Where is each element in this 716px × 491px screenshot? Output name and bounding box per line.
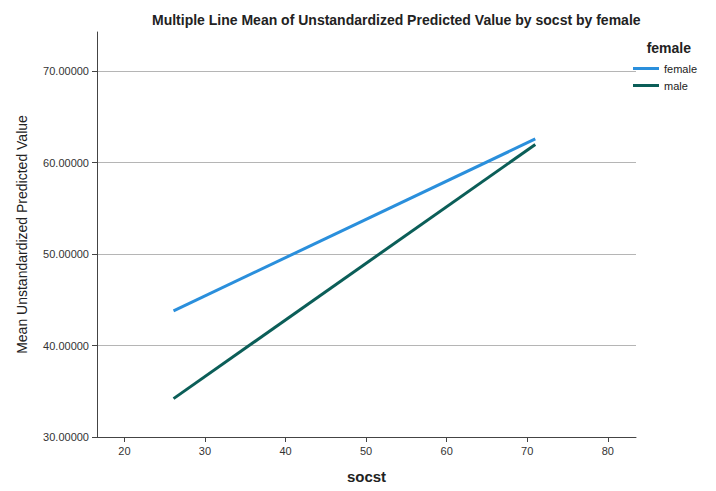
svg-text:70.00000: 70.00000 <box>43 65 89 77</box>
svg-text:80: 80 <box>602 445 614 457</box>
svg-text:Multiple Line Mean of Unstanda: Multiple Line Mean of Unstandardized Pre… <box>152 12 641 28</box>
svg-text:40.00000: 40.00000 <box>43 340 89 352</box>
svg-text:female: female <box>664 63 697 75</box>
svg-text:40: 40 <box>279 445 291 457</box>
svg-text:60: 60 <box>441 445 453 457</box>
svg-text:30.00000: 30.00000 <box>43 431 89 443</box>
svg-text:female: female <box>647 40 692 56</box>
svg-text:male: male <box>664 80 688 92</box>
svg-text:Mean Unstandardized Predicted: Mean Unstandardized Predicted Value <box>14 115 30 354</box>
svg-text:20: 20 <box>118 445 130 457</box>
svg-text:50.00000: 50.00000 <box>43 248 89 260</box>
svg-text:30: 30 <box>199 445 211 457</box>
svg-text:60.00000: 60.00000 <box>43 157 89 169</box>
svg-text:70: 70 <box>521 445 533 457</box>
svg-text:socst: socst <box>347 468 386 485</box>
svg-text:50: 50 <box>360 445 372 457</box>
